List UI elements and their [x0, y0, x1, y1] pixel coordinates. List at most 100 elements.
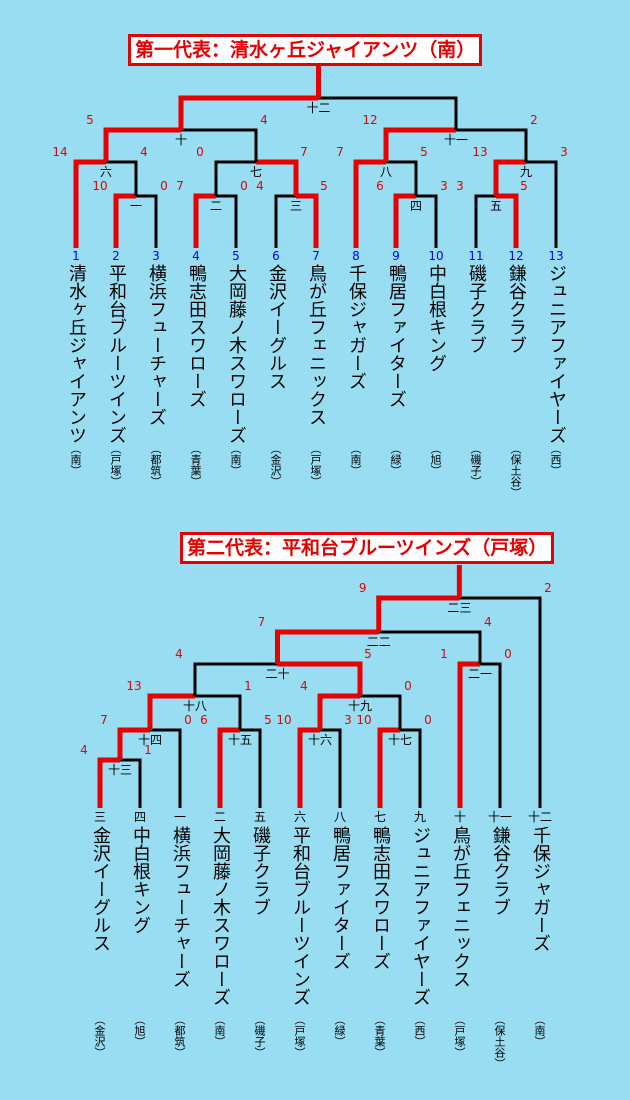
score-left: 0: [196, 145, 204, 159]
score-right: 4: [484, 615, 492, 629]
match-1-3-right-line: [320, 728, 342, 808]
match-0-2-right-line: [296, 193, 319, 248]
team-name: 鳥が丘フェニックス: [450, 826, 471, 988]
team-seed: 一: [173, 810, 186, 824]
score-right: 0: [504, 647, 512, 661]
team-name: 磯子クラブ: [250, 826, 271, 916]
team-area: （戸塚）: [309, 443, 322, 487]
team-area: （保土谷）: [509, 443, 522, 498]
score-right: 5: [420, 145, 428, 159]
team-seed: 1: [72, 249, 80, 263]
team-area: （南）: [533, 1014, 546, 1047]
match-1-2-left-line: [217, 727, 240, 808]
team-seed: 8: [352, 249, 360, 263]
match-0-11-left-line: [178, 95, 319, 130]
score-left: 10: [276, 713, 292, 727]
team-area: （南）: [69, 443, 82, 476]
match-label: 十七: [387, 733, 412, 747]
team-seed: 十一: [487, 810, 512, 824]
match-1-4-right-line: [400, 728, 422, 808]
score-left: 7: [336, 145, 344, 159]
match-1-6-left-line: [317, 693, 360, 730]
team-seed: 四: [133, 810, 146, 824]
team-seed: 六: [293, 810, 306, 824]
match-1-1-left-line: [117, 727, 150, 760]
match-0-7-right-line: [386, 160, 418, 196]
team-area: （戸塚）: [453, 1014, 466, 1058]
match-0-11-right-line: [318, 96, 458, 130]
match-1-9-right-line: [378, 630, 482, 664]
score-right: 5: [520, 179, 528, 193]
score-right: 2: [530, 113, 538, 127]
score-right: 0: [404, 679, 412, 693]
match-0-10-right-line: [456, 128, 528, 162]
match-1-2-right-line: [240, 728, 262, 808]
team-name: 大岡藤ノ木スワローズ: [226, 264, 247, 444]
team-seed: 八: [333, 810, 346, 824]
team-name: 大岡藤ノ木スワローズ: [210, 826, 231, 1006]
match-1-9-left-line: [275, 629, 379, 664]
match-1-10-left-line: [376, 595, 460, 632]
team-area: （西）: [549, 443, 562, 476]
team-name: 清水ヶ丘ジャイアンツ: [66, 264, 87, 444]
team-name: 中白根キング: [426, 264, 447, 372]
team-seed: 13: [548, 249, 564, 263]
match-0-7-left-line: [353, 159, 386, 248]
match-label: 五: [489, 199, 502, 213]
match-label: 九: [519, 165, 532, 179]
match-label: 十五: [227, 733, 252, 747]
team-seed: 二: [213, 810, 226, 824]
match-label: 十四: [137, 733, 162, 747]
team-name: 横浜フューチャーズ: [170, 826, 191, 988]
match-0-6-left-line: [214, 160, 256, 196]
score-left: 7: [257, 615, 266, 629]
score-right: 5: [320, 179, 328, 193]
match-1-1-right-line: [150, 728, 182, 808]
match-label: 二十: [265, 667, 290, 681]
score-left: 14: [52, 145, 68, 159]
team-area: （南）: [229, 443, 242, 476]
team-seed: 4: [192, 249, 200, 263]
team-seed: 三: [93, 810, 106, 824]
match-1-8-left-line: [457, 661, 480, 808]
score-left: 13: [126, 679, 142, 693]
score-left: 10: [356, 713, 372, 727]
match-0-10-left-line: [383, 127, 456, 162]
team-name: 鎌谷クラブ: [490, 826, 511, 916]
score-right: 0: [184, 713, 192, 727]
team-seed: 3: [152, 249, 160, 263]
team-name: 平和台ブルーツインズ: [290, 826, 311, 1006]
score-right: 7: [300, 145, 308, 159]
score-left: 4: [300, 679, 308, 693]
match-0-8-left-line: [493, 159, 526, 196]
match-label: 二: [209, 199, 222, 213]
score-right: 4: [260, 113, 268, 127]
team-seed: 九: [413, 810, 426, 824]
team-name: 鴨居ファイターズ: [386, 264, 407, 408]
score-left: 4: [80, 743, 88, 757]
match-0-4-right-line: [496, 193, 519, 248]
team-name: 鎌谷クラブ: [506, 264, 527, 354]
match-1-4-left-line: [377, 727, 400, 808]
match-1-0-right-line: [120, 758, 142, 808]
team-area: （南）: [213, 1014, 226, 1047]
score-right: 1: [144, 743, 152, 757]
match-1-8-right-line: [480, 662, 502, 808]
match-0-0-left-line: [113, 193, 136, 248]
team-area: （都筑）: [149, 443, 162, 487]
team-seed: 9: [392, 249, 400, 263]
score-right: 2: [544, 581, 552, 595]
score-right: 0: [240, 179, 248, 193]
match-label: 八: [379, 165, 392, 179]
match-0-3-left-line: [393, 193, 416, 248]
match-1-5-left-line: [147, 693, 195, 730]
score-left: 4: [175, 647, 183, 661]
team-name: 磯子クラブ: [466, 264, 487, 354]
match-0-1-left-line: [193, 193, 216, 248]
team-name: 金沢イーグルス: [90, 826, 111, 952]
match-1-10-right-line: [459, 596, 542, 808]
match-1-5-right-line: [195, 694, 242, 730]
score-right: 5: [264, 713, 272, 727]
